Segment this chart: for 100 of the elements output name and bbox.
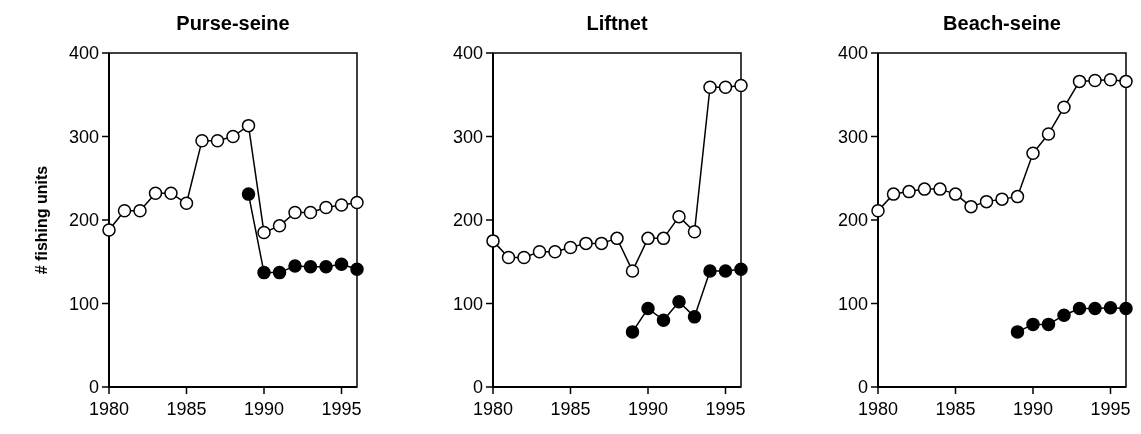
chart-title: Beach-seine: [943, 12, 1061, 34]
point: [1103, 72, 1118, 87]
x-tick-label: 1990: [1012, 399, 1054, 419]
y-tick-label: 300: [68, 126, 99, 147]
y-tick-label: 300: [452, 126, 483, 147]
point: [718, 80, 733, 94]
point: [1088, 73, 1102, 88]
point: [594, 236, 609, 251]
point: [656, 313, 671, 327]
x-tick-label: 1990: [627, 399, 669, 419]
x-tick-label: 1980: [857, 399, 899, 419]
point: [272, 219, 287, 233]
y-axis-title: # fishing units: [33, 165, 50, 275]
point: [257, 225, 271, 240]
point: [1119, 74, 1133, 89]
point: [501, 250, 516, 265]
y-tick-label: 0: [472, 377, 483, 398]
point: [350, 195, 364, 210]
point: [1026, 317, 1040, 332]
point: [272, 265, 287, 280]
point: [641, 231, 655, 246]
point: [548, 244, 562, 259]
point: [288, 259, 302, 273]
point: [1057, 100, 1071, 115]
point: [1088, 301, 1102, 316]
x-tick-label: 1995: [321, 399, 362, 419]
point: [334, 257, 349, 272]
point: [288, 205, 302, 220]
point: [641, 301, 655, 316]
y-tick-label: 400: [68, 43, 99, 64]
x-tick-label: 1995: [1090, 399, 1131, 419]
point: [532, 244, 547, 259]
point: [656, 231, 671, 246]
y-tick-label: 100: [452, 293, 483, 314]
point: [303, 205, 318, 220]
point: [995, 192, 1009, 206]
point: [948, 187, 963, 201]
y-tick-label: 200: [68, 210, 99, 231]
point: [1041, 127, 1056, 141]
x-tick-label: 1980: [88, 399, 130, 419]
point: [241, 118, 256, 133]
point: [917, 182, 932, 196]
point: [350, 262, 364, 277]
point: [871, 204, 885, 218]
y-tick-label: 0: [857, 377, 868, 398]
point: [886, 187, 901, 201]
x-tick-label: 1995: [705, 399, 746, 419]
point: [563, 240, 578, 255]
point: [319, 260, 333, 274]
y-tick-label: 300: [837, 126, 868, 147]
point: [226, 129, 240, 144]
point: [319, 200, 333, 215]
point: [933, 182, 947, 196]
point: [179, 196, 194, 211]
point: [210, 133, 225, 148]
point: [625, 264, 640, 278]
point: [703, 80, 717, 94]
x-tick-label: 1985: [550, 399, 591, 419]
point: [1026, 146, 1040, 160]
point: [1103, 300, 1118, 315]
point: [517, 250, 531, 265]
point: [703, 264, 717, 278]
point: [334, 198, 349, 212]
point: [1119, 301, 1133, 316]
point: [687, 310, 702, 324]
point: [979, 194, 994, 209]
y-tick-label: 400: [837, 43, 868, 64]
chart-title: Liftnet: [586, 12, 648, 34]
point: [1010, 325, 1025, 339]
point: [718, 264, 733, 278]
y-tick-label: 400: [452, 43, 483, 64]
point: [625, 325, 640, 339]
point: [195, 133, 209, 148]
point: [241, 187, 256, 201]
x-tick-label: 1980: [472, 399, 514, 419]
point: [734, 78, 748, 93]
point: [486, 234, 500, 248]
point: [1072, 74, 1087, 89]
point: [303, 260, 318, 274]
y-tick-label: 0: [88, 377, 99, 398]
point: [1041, 317, 1056, 332]
point: [734, 262, 748, 277]
point: [579, 236, 593, 251]
point: [902, 184, 916, 199]
y-tick-label: 200: [837, 210, 868, 231]
point: [1010, 189, 1025, 204]
x-tick-label: 1985: [166, 399, 207, 419]
point: [117, 204, 132, 218]
point: [102, 223, 116, 237]
point: [164, 186, 178, 201]
point: [1072, 301, 1087, 316]
point: [672, 295, 686, 309]
x-tick-label: 1990: [243, 399, 285, 419]
point: [672, 209, 686, 224]
point: [133, 204, 147, 218]
point: [148, 186, 163, 201]
point: [610, 231, 624, 246]
point: [687, 224, 702, 239]
y-tick-label: 100: [68, 293, 99, 314]
point: [257, 265, 271, 280]
